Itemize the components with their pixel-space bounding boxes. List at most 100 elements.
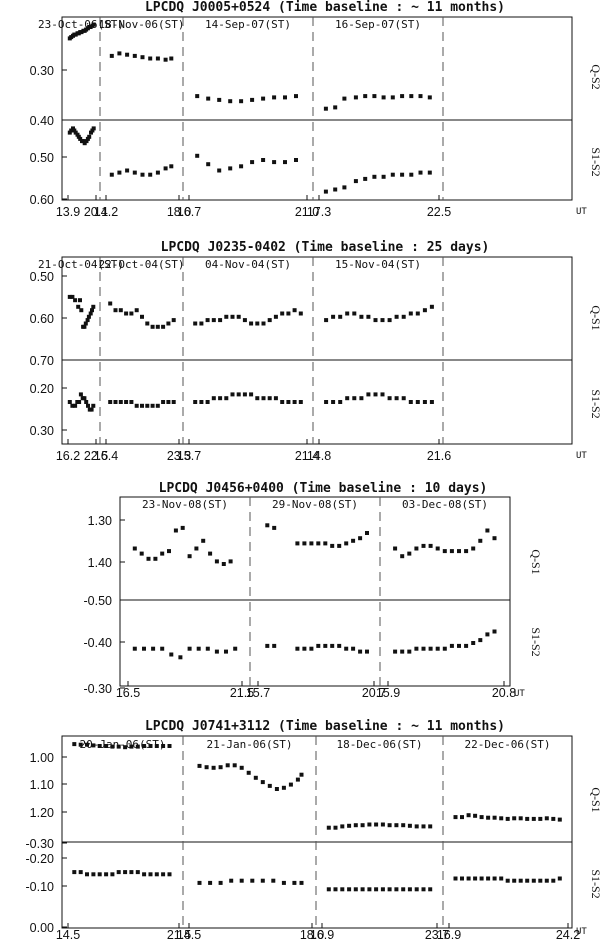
- data-point: [153, 556, 158, 561]
- data-point: [394, 314, 399, 319]
- data-point: [132, 546, 137, 551]
- data-point: [292, 308, 297, 313]
- data-point: [309, 541, 314, 546]
- panel-frame: [61, 735, 573, 929]
- data-point: [148, 56, 153, 61]
- y-tick-label: 0.60: [30, 193, 54, 207]
- y-tick-label: 0.30: [30, 64, 54, 78]
- y-tick-label: 0.70: [30, 354, 54, 368]
- data-point: [236, 314, 241, 319]
- row-label: S1-S2: [529, 627, 543, 656]
- data-point: [415, 400, 420, 404]
- row-label: Q-S1: [529, 549, 543, 574]
- data-point: [88, 311, 93, 316]
- data-point: [134, 403, 139, 408]
- data-point: [187, 554, 192, 559]
- data-point: [331, 314, 336, 319]
- data-point: [365, 649, 369, 654]
- x-tick-label: 16.5: [116, 686, 140, 700]
- data-point: [367, 887, 372, 892]
- y-tick-label: -0.20: [26, 852, 55, 866]
- data-point: [214, 649, 219, 654]
- data-point: [150, 403, 155, 408]
- x-tick-label: 17.3: [307, 205, 331, 219]
- data-point: [91, 872, 96, 877]
- night-date-label: 14-Sep-07(ST): [205, 18, 291, 31]
- data-point: [281, 880, 286, 885]
- data-point: [295, 777, 300, 782]
- data-point: [166, 400, 171, 404]
- panel-frame: [61, 256, 573, 445]
- data-point: [239, 878, 244, 883]
- data-point: [205, 646, 210, 651]
- night-date-label: 18-Nov-06(ST): [98, 18, 184, 31]
- data-point: [512, 816, 517, 821]
- data-point: [242, 392, 247, 397]
- data-point: [449, 549, 454, 554]
- data-point: [387, 396, 392, 401]
- data-point: [104, 744, 109, 748]
- data-point: [324, 318, 329, 323]
- y-tick-label: 0.60: [30, 312, 54, 326]
- data-point: [471, 546, 476, 551]
- x-tick-label: 21.5: [230, 686, 254, 700]
- data-point: [492, 815, 497, 820]
- data-point: [91, 22, 96, 27]
- data-point: [169, 164, 174, 169]
- data-point: [77, 400, 82, 404]
- data-point: [187, 646, 192, 651]
- x-tick-label: 16.9: [310, 928, 334, 941]
- data-point: [160, 551, 165, 556]
- data-point: [73, 298, 78, 303]
- data-point: [280, 400, 285, 404]
- data-point: [81, 139, 86, 144]
- data-point: [73, 403, 78, 408]
- data-point: [442, 549, 447, 554]
- x-tick-label: 21.0: [295, 205, 319, 219]
- data-point: [109, 53, 114, 58]
- data-point: [151, 646, 156, 651]
- data-point: [505, 816, 510, 821]
- data-point: [261, 158, 266, 162]
- data-point: [155, 403, 160, 408]
- night-date-label: 03-Dec-08(ST): [402, 498, 488, 511]
- data-point: [72, 742, 77, 747]
- data-point: [195, 94, 200, 99]
- data-point: [109, 172, 114, 177]
- night-date-label: 21-Oct-04(ST): [38, 258, 124, 271]
- data-point: [196, 646, 201, 651]
- row-label: S1-S2: [589, 147, 600, 176]
- data-point: [366, 392, 371, 397]
- data-point: [67, 400, 72, 404]
- data-point: [73, 130, 78, 135]
- data-point: [366, 314, 371, 319]
- data-point: [390, 172, 395, 177]
- data-point: [97, 744, 102, 748]
- data-point: [199, 400, 204, 404]
- data-point: [250, 160, 255, 165]
- data-point: [250, 97, 255, 102]
- data-point: [338, 400, 343, 404]
- data-point: [283, 160, 287, 165]
- data-point: [265, 643, 270, 648]
- data-point: [457, 643, 461, 648]
- data-point: [309, 646, 314, 651]
- data-point: [83, 321, 88, 326]
- y-tick-label: -0.50: [84, 594, 113, 608]
- panel-title: LPCDQ J0456+0400 (Time baseline : 10 day…: [159, 481, 488, 496]
- data-point: [236, 392, 241, 397]
- data-point: [171, 400, 176, 404]
- data-point: [193, 400, 198, 404]
- x-tick-label: 14.5: [56, 928, 80, 941]
- data-point: [146, 556, 151, 561]
- data-point: [421, 543, 426, 548]
- data-point: [531, 878, 536, 883]
- data-point: [449, 643, 454, 648]
- data-point: [347, 823, 352, 828]
- data-point: [90, 308, 94, 313]
- data-point: [267, 396, 272, 401]
- data-point: [421, 824, 426, 829]
- data-point: [224, 396, 229, 401]
- data-point: [342, 185, 347, 190]
- data-point: [218, 765, 223, 770]
